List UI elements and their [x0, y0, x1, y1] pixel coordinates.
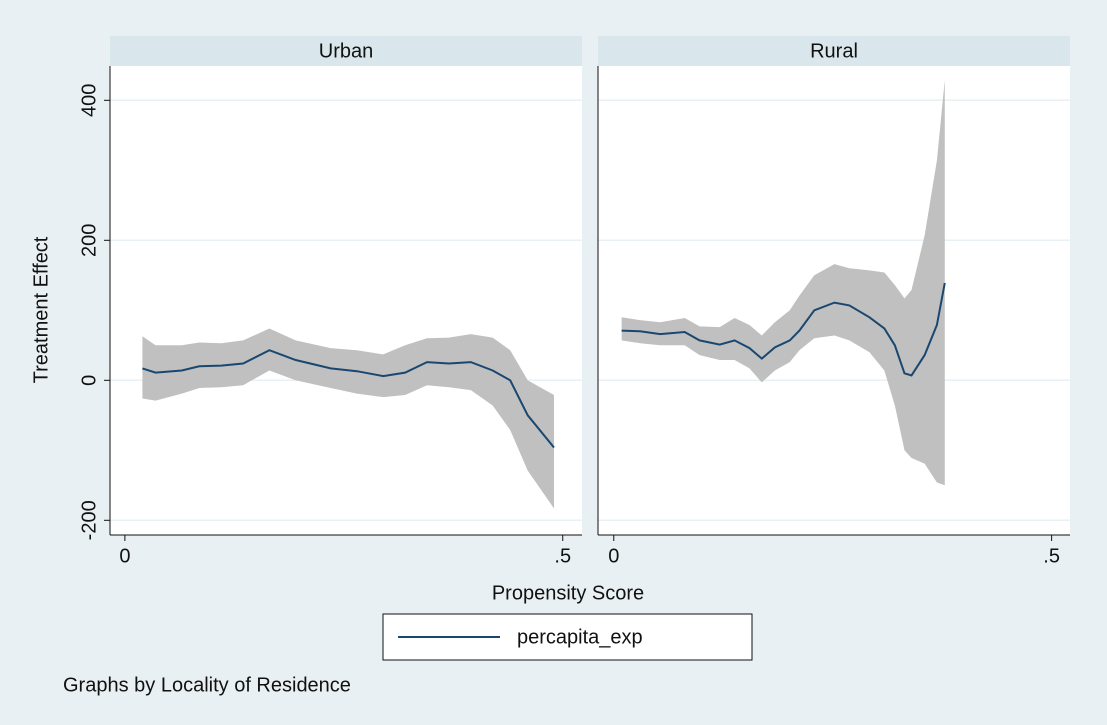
series-line [621, 282, 946, 377]
series-line [142, 349, 555, 449]
y-tick-label: 0 [78, 375, 100, 386]
x-tick-label: 0 [608, 545, 619, 567]
y-tick-label: -200 [78, 500, 100, 540]
panel-title: Urban [319, 40, 373, 62]
y-tick-label: 400 [78, 84, 100, 117]
plot-area [110, 66, 582, 535]
confidence-band [621, 80, 945, 486]
legend-label: percapita_exp [517, 626, 643, 648]
x-tick-label: 0 [119, 545, 130, 567]
y-axis-label: Treatment Effect [30, 236, 52, 383]
panel-strip [598, 36, 1070, 66]
x-tick-label: .5 [554, 545, 571, 567]
panel-title: Rural [810, 40, 858, 62]
panel-strip [110, 36, 582, 66]
y-tick-label: 200 [78, 224, 100, 257]
note: Graphs by Locality of Residence [63, 674, 351, 696]
x-tick-label: .5 [1043, 545, 1060, 567]
confidence-band [142, 328, 554, 509]
x-axis-label: Propensity Score [492, 582, 644, 604]
